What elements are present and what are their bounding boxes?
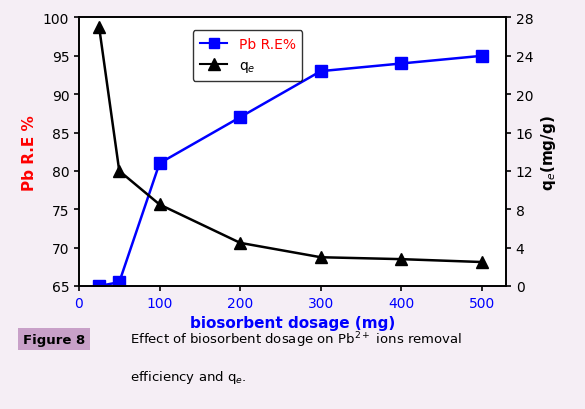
Text: efficiency and q$_e$.: efficiency and q$_e$. — [130, 368, 246, 385]
X-axis label: biosorbent dosage (mg): biosorbent dosage (mg) — [190, 315, 395, 330]
Text: Effect of biosorbent dosage on Pb$^{2+}$ ions removal: Effect of biosorbent dosage on Pb$^{2+}$… — [130, 330, 462, 349]
Text: Figure 8: Figure 8 — [23, 333, 85, 346]
Legend: Pb R.E%, q$_e$: Pb R.E%, q$_e$ — [192, 31, 302, 81]
Y-axis label: q$_e$(mg/g): q$_e$(mg/g) — [539, 115, 558, 190]
Y-axis label: Pb R.E %: Pb R.E % — [22, 115, 37, 190]
